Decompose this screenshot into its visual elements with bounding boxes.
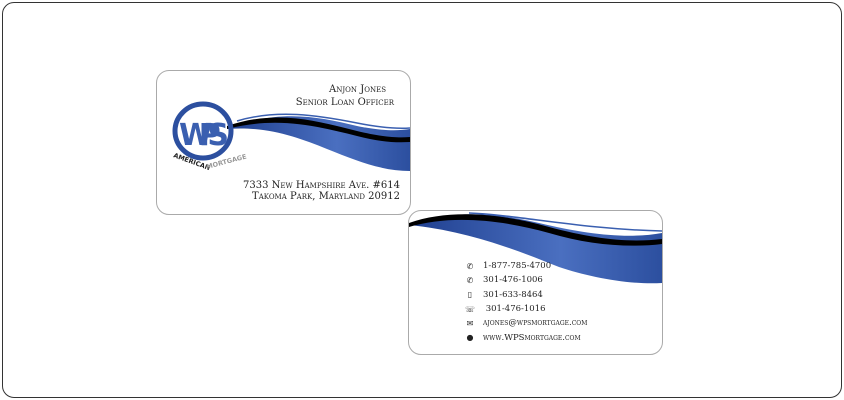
card-holder-name: Anjon Jones <box>329 84 386 95</box>
wave-graphic <box>409 212 662 284</box>
svg-text:WPS: WPS <box>179 118 229 153</box>
business-card-back: ✆ 1-877-785-4700 ✆ 301-476-1006 ▯ 301-633-8… <box>408 210 663 355</box>
mobile-phone-icon: ▯ <box>467 290 473 300</box>
contact-value: www.WPSmortgage.com <box>483 332 581 343</box>
address-line-2: Takoma Park, Maryland 20912 <box>252 191 400 202</box>
contact-value: 301-633-8464 <box>483 289 543 300</box>
contact-row-email: ✉ ajones@wpsmortgage.com <box>465 316 588 330</box>
card-holder-title: Senior Loan Officer <box>295 97 394 108</box>
contact-row-website: ● www.WPSmortgage.com <box>465 330 587 344</box>
fax-icon: ☏ <box>465 304 476 314</box>
contact-list: ✆ 1-877-785-4700 ✆ 301-476-1006 ▯ 301-633-8… <box>465 259 587 345</box>
contact-row-fax: ☏ 301-476-1016 <box>465 302 587 316</box>
contact-row-phone: ✆ 301-476-1006 <box>465 273 587 287</box>
contact-row-toll-free: ✆ 1-877-785-4700 <box>465 259 587 273</box>
wave-graphic <box>227 113 410 171</box>
contact-row-mobile: ▯ 301-633-8464 <box>465 288 587 302</box>
globe-icon: ● <box>466 333 474 343</box>
contact-value: ajones@wpsmortgage.com <box>483 318 588 329</box>
phone-icon: ✆ <box>466 261 474 271</box>
address: 7333 New Hampshire Ave. #614 Takoma Park… <box>243 180 400 202</box>
contact-value: 301-476-1006 <box>483 275 543 286</box>
contact-value: 301-476-1016 <box>483 304 546 315</box>
business-card-front: WPS AMERICAN MORTGAGE Anjon Jones Senior… <box>156 70 411 215</box>
address-line-1: 7333 New Hampshire Ave. #614 <box>243 180 400 191</box>
envelope-icon: ✉ <box>466 318 474 328</box>
contact-value: 1-877-785-4700 <box>483 261 552 272</box>
wps-american-mortgage-logo: WPS AMERICAN MORTGAGE <box>171 101 251 175</box>
phone-icon: ✆ <box>466 275 474 285</box>
